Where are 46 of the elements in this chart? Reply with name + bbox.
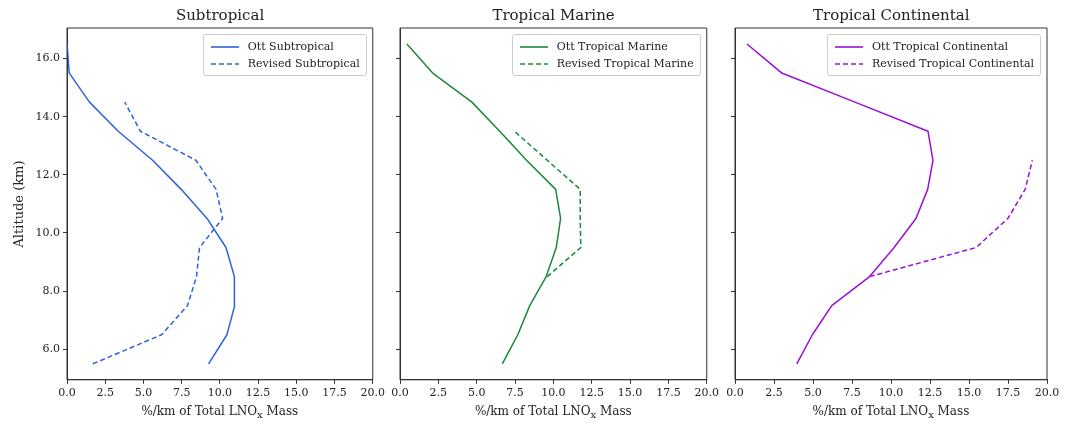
x-tick-label: 0.0: [391, 386, 409, 400]
x-tick-label: 10.0: [878, 386, 904, 400]
x-tick-label: 20.0: [1034, 386, 1060, 400]
y-tick-label: 6.0: [42, 342, 60, 356]
y-axis-title: Altitude (km): [10, 160, 26, 248]
y-tick-label: 16.0: [35, 51, 60, 65]
x-tick-label: 12.5: [579, 386, 604, 400]
x-tick-label: 7.5: [506, 386, 524, 400]
legend-label: Revised Tropical Continental: [872, 57, 1034, 70]
x-tick-label: 15.0: [956, 386, 982, 400]
x-tick-label: 17.5: [995, 386, 1021, 400]
y-tick-label: 14.0: [35, 109, 60, 123]
x-tick-label: 2.5: [429, 386, 448, 400]
x-tick-label: 10.0: [207, 386, 233, 400]
x-axis-title: %/km of Total LNO$_{x}$ Mass: [141, 404, 299, 421]
x-tick-label: 0.0: [726, 386, 744, 400]
legend-label: Revised Subtropical: [247, 57, 360, 70]
y-tick-label: 10.0: [35, 225, 60, 239]
x-tick-label: 2.5: [765, 386, 783, 400]
y-tick-label: 12.0: [35, 167, 60, 181]
x-axis-title: %/km of Total LNO$_{x}$ Mass: [474, 404, 632, 421]
x-tick-label: 12.5: [245, 386, 271, 400]
chart-title: Tropical Marine: [492, 6, 615, 24]
x-tick-label: 7.5: [843, 386, 861, 400]
x-tick-label: 17.5: [322, 386, 347, 400]
legend-label: Revised Tropical Marine: [556, 57, 694, 70]
x-tick-label: 5.0: [804, 386, 822, 400]
x-tick-label: 7.5: [172, 386, 191, 400]
x-tick-label: 20.0: [360, 386, 385, 400]
chart-title: Tropical Continental: [813, 6, 970, 24]
y-tick-label: 8.0: [42, 283, 60, 297]
legend-label: Ott Tropical Continental: [872, 40, 1009, 53]
x-tick-label: 2.5: [96, 386, 114, 400]
x-tick-label: 5.0: [134, 386, 153, 400]
x-tick-label: 0.0: [58, 386, 76, 400]
x-tick-label: 15.0: [617, 386, 643, 400]
legend-label: Ott Tropical Marine: [556, 40, 668, 53]
x-tick-label: 12.5: [917, 386, 943, 400]
x-tick-label: 15.0: [284, 386, 309, 400]
x-tick-label: 20.0: [694, 386, 719, 400]
x-tick-label: 5.0: [467, 386, 486, 400]
x-axis-title: %/km of Total LNO$_{x}$ Mass: [812, 404, 970, 421]
legend-label: Ott Subtropical: [247, 40, 334, 53]
x-tick-label: 17.5: [656, 386, 681, 400]
x-tick-label: 10.0: [541, 386, 566, 400]
chart-title: Subtropical: [175, 6, 265, 24]
